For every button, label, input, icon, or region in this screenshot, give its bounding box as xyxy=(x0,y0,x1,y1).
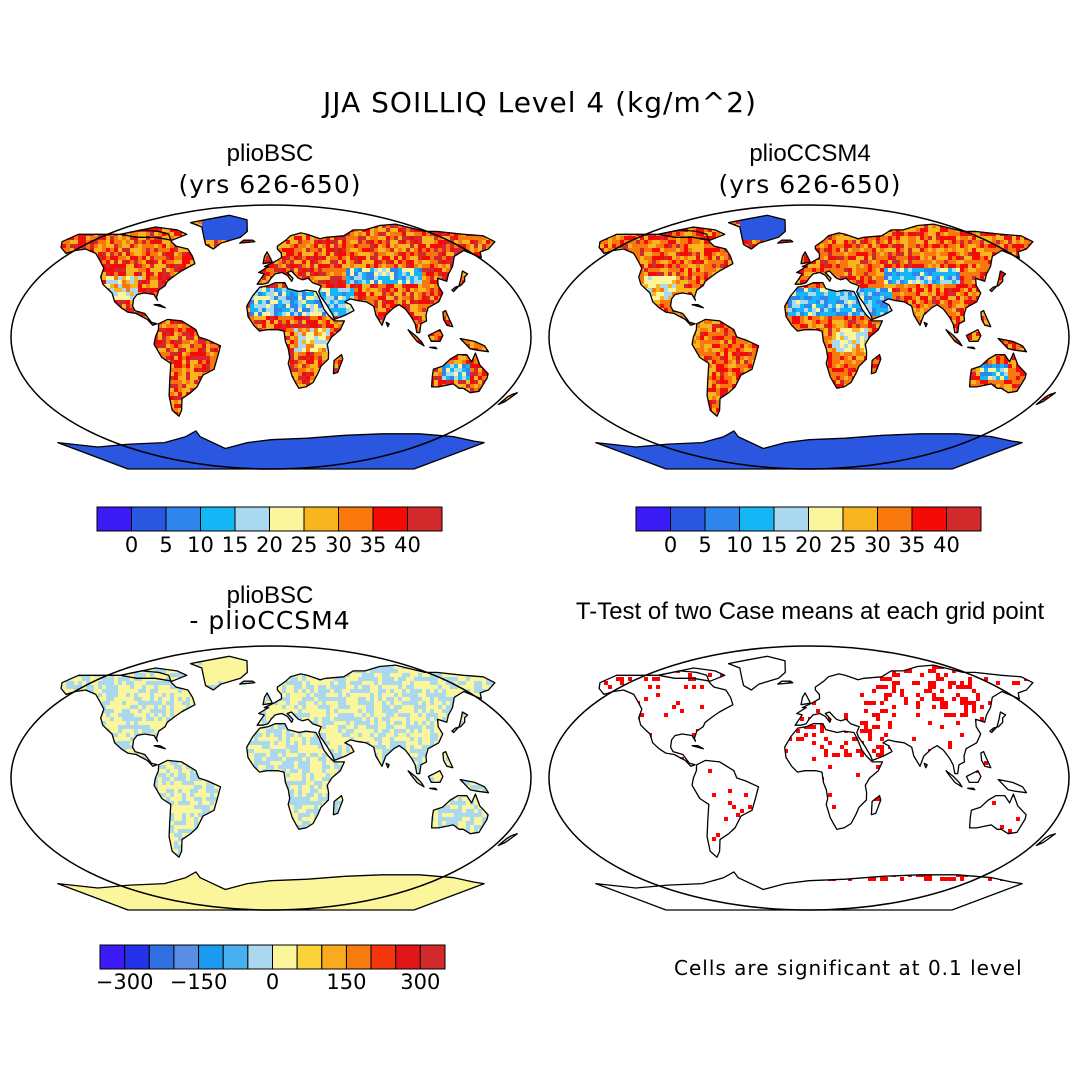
colorbar-swatch xyxy=(148,944,175,970)
colorbar-swatch xyxy=(842,506,878,532)
colorbar-swatch xyxy=(372,506,408,532)
colorbar-swatch xyxy=(269,506,305,532)
colorbar-swatch xyxy=(222,944,249,970)
colorbar-swatch xyxy=(124,944,150,970)
colorbar-swatch xyxy=(247,944,274,970)
colorbar-tick-label: 25 xyxy=(290,533,318,557)
panel-3-title: plioBSC xyxy=(226,582,314,609)
colorbar-swatch xyxy=(338,506,374,532)
colorbar-swatch xyxy=(200,506,236,532)
panel-4-title: T-Test of two Case means at each grid po… xyxy=(575,598,1045,625)
panel-1-title: plioBSC xyxy=(226,140,314,167)
colorbar-swatch xyxy=(407,506,443,532)
colorbar-tick-label: 0 xyxy=(663,533,678,557)
map-cell-group xyxy=(788,268,1008,376)
colorbar-swatch xyxy=(321,944,347,970)
map-border xyxy=(548,204,1070,470)
map-cell-group xyxy=(102,268,466,380)
colorbar-difference-ticks: −300 −150 0 150 300 xyxy=(96,970,445,996)
colorbar-tick-label: 25 xyxy=(829,533,857,557)
colorbar-tick-label: 35 xyxy=(898,533,926,557)
colorbar-tick-label: 10 xyxy=(726,533,753,557)
colorbar-swatch xyxy=(165,506,201,532)
map-pliocssm4 xyxy=(548,204,1070,470)
colorbar-pliobsc xyxy=(96,506,443,532)
colorbar-swatch xyxy=(96,506,132,532)
map-pliobsc xyxy=(10,204,532,470)
map-ttest xyxy=(548,645,1070,911)
colorbar-tick-label: 30 xyxy=(325,533,352,557)
colorbar-tick-label: 40 xyxy=(933,533,960,557)
colorbar-tick-label: 5 xyxy=(698,533,712,557)
colorbar-pliobsc-ticks: 0 5 10 15 20 25 30 35 40 xyxy=(97,533,442,559)
significance-footnote: Cells are significant at 0.1 level xyxy=(674,956,1023,980)
colorbar-pliocssm4-ticks: 0 5 10 15 20 25 30 35 40 xyxy=(636,533,981,559)
map-border xyxy=(548,645,1070,911)
colorbar-swatch xyxy=(303,506,339,532)
colorbar-swatch xyxy=(345,944,372,970)
colorbar-swatch xyxy=(635,506,671,532)
colorbar-swatch xyxy=(946,506,982,532)
colorbar-tick-label: 35 xyxy=(359,533,387,557)
panel-2-subtitle: (yrs 626-650) xyxy=(718,170,902,199)
main-title: JJA SOILLIQ Level 4 (kg/m^2) xyxy=(323,86,757,119)
map-border xyxy=(10,645,532,911)
colorbar-swatch xyxy=(296,944,323,970)
colorbar-swatch xyxy=(198,944,224,970)
map-cell-group xyxy=(640,268,1008,380)
colorbar-swatch xyxy=(131,506,167,532)
colorbar-tick-label: 15 xyxy=(760,533,788,557)
colorbar-swatch xyxy=(395,944,421,970)
colorbar-swatch xyxy=(877,506,913,532)
map-difference xyxy=(10,645,532,911)
colorbar-tick-label: 20 xyxy=(256,533,283,557)
colorbar-difference xyxy=(99,944,446,970)
colorbar-swatch xyxy=(370,944,397,970)
colorbar-tick-label: 10 xyxy=(187,533,214,557)
colorbar-swatch xyxy=(704,506,740,532)
colorbar-swatch xyxy=(911,506,947,532)
colorbar-swatch xyxy=(670,506,706,532)
map-cells xyxy=(595,656,1056,881)
colorbar-swatch xyxy=(99,944,126,970)
colorbar-tick-label: 15 xyxy=(221,533,249,557)
colorbar-swatch xyxy=(739,506,775,532)
colorbar-tick-label: −300 xyxy=(95,970,154,994)
colorbar-tick-label: −150 xyxy=(169,970,228,994)
map-coastlines xyxy=(57,214,518,470)
map-border xyxy=(10,204,532,470)
colorbar-tick-label: 20 xyxy=(795,533,822,557)
panel-1-subtitle: (yrs 626-650) xyxy=(178,170,362,199)
colorbar-tick-label: 30 xyxy=(864,533,891,557)
colorbar-swatch xyxy=(173,944,200,970)
colorbar-tick-label: 0 xyxy=(265,970,280,994)
colorbar-tick-label: 40 xyxy=(394,533,421,557)
colorbar-swatch xyxy=(272,944,298,970)
map-coastlines xyxy=(595,214,1056,470)
map-cell-group xyxy=(250,268,470,380)
panel-3-subtitle: - plioCCSM4 xyxy=(189,606,351,635)
colorbar-swatch xyxy=(808,506,844,532)
panel-2-title: plioCCSM4 xyxy=(749,140,871,167)
colorbar-swatch xyxy=(773,506,809,532)
colorbar-tick-label: 150 xyxy=(326,970,367,994)
map-coastlines xyxy=(595,655,1056,911)
map-ocean xyxy=(549,646,1069,910)
colorbar-tick-label: 5 xyxy=(159,533,173,557)
colorbar-tick-label: 300 xyxy=(400,970,441,994)
map-cell-group xyxy=(57,215,518,428)
colorbar-swatch xyxy=(419,944,446,970)
colorbar-swatch xyxy=(234,506,270,532)
colorbar-tick-label: 0 xyxy=(124,533,139,557)
map-coastlines xyxy=(57,655,518,911)
map-cell-group xyxy=(595,656,1056,881)
colorbar-pliocssm4 xyxy=(635,506,982,532)
